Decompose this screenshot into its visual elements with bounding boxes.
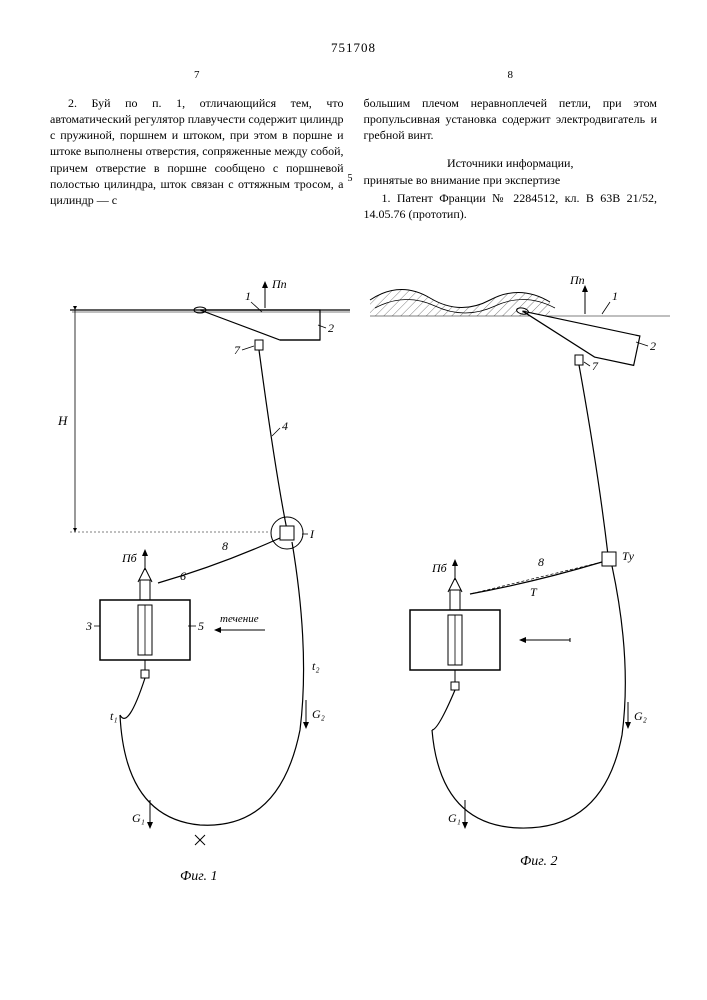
fig2-label-Ty: Tу [622,549,635,563]
fig1-label-H: H [57,413,68,428]
fig2-label-G1: G₁ [448,811,461,825]
fig1-label-2: 2 [328,321,334,335]
fig1-label-3: 3 [85,619,92,633]
left-col-number: 7 [50,68,344,83]
fig2-label-7: 7 [592,359,599,373]
fig2-label-1: 1 [612,289,618,303]
figure-1: Пп 1 2 7 4 I [57,277,350,884]
fig1-label-Pb: Пб [121,551,138,565]
fig1-label-6: 6 [180,569,186,583]
right-paragraph-2: 5 принятые во внимание при экспертизе [364,172,658,188]
fig1-label-4: 4 [282,419,288,433]
fig2-label-2: 2 [650,339,656,353]
fig2-label-G2: G₂ [634,709,647,723]
fig2-caption: Фиг. 2 [520,854,558,869]
figure-2: Пп 1 2 7 Tу 8 T [370,273,670,869]
fig1-label-t2: t₂ [312,659,320,673]
fig1-label-G2: G₂ [312,707,325,721]
right-text-2: принятые во внимание при экспертизе [364,173,561,187]
fig1-label-flow: течение [220,613,259,625]
figures-svg: Пп 1 2 7 4 I [0,270,707,910]
fig1-label-t1: t₁ [110,709,118,723]
figures-area: Пп 1 2 7 4 I [0,270,707,910]
right-col-number: 8 [364,68,658,83]
fig1-label-5: 5 [198,619,204,633]
text-columns: 7 2. Буй по п. 1, отличающийся тем, что … [50,68,657,234]
fig1-label-G1: G₁ [132,811,145,825]
fig1-label-I: I [309,527,315,541]
fig2-label-Pb: Пб [431,561,448,575]
right-paragraph-1: большим плечом неравноплечей петли, при … [364,95,658,144]
right-column: 8 большим плечом неравноплечей петли, пр… [364,68,658,234]
sources-heading: Источники информации, [364,155,658,171]
left-column: 7 2. Буй по п. 1, отличающийся тем, что … [50,68,344,234]
fig2-buoy [516,311,640,365]
right-paragraph-3: 1. Патент Франции № 2284512, кл. В 63В 2… [364,190,658,222]
left-paragraph: 2. Буй по п. 1, отличающийся тем, что ав… [50,95,344,208]
fig2-label-Pn: Пп [569,273,585,287]
fig1-buoy [200,310,320,340]
fig1-label-1: 1 [245,289,251,303]
fig1-label-Pn: Пп [271,277,287,291]
fig2-label-8: 8 [538,555,544,569]
fig2-label-T: T [530,585,538,599]
fig1-label-7: 7 [234,343,241,357]
fig1-label-8: 8 [222,539,228,553]
document-number: 751708 [50,40,657,56]
line-marker-5: 5 [348,172,353,186]
fig1-caption: Фиг. 1 [180,869,218,884]
